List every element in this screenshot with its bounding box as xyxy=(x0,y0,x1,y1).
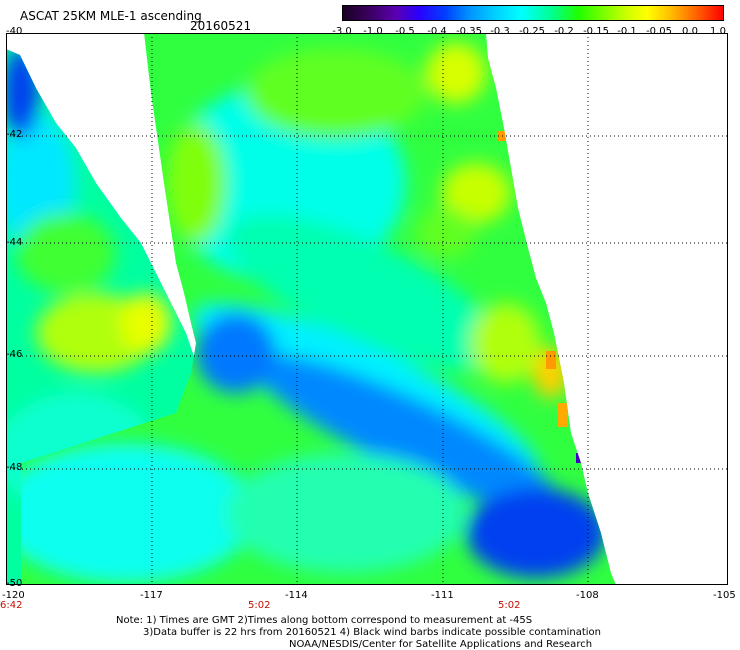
map-title: ASCAT 25KM MLE-1 ascending xyxy=(20,9,202,23)
color-scale-label: -0.3 xyxy=(490,26,510,37)
lon-label: -111 xyxy=(431,590,454,601)
map-border xyxy=(6,33,728,585)
color-scale-label: -0.5 xyxy=(395,26,415,37)
time-label: 5:02 xyxy=(498,600,521,611)
color-scale-label: 1.0 xyxy=(710,26,726,37)
color-scale-label: -1.0 xyxy=(363,26,383,37)
note-line-3: NOAA/NESDIS/Center for Satellite Applica… xyxy=(289,639,593,650)
lon-label: -120 xyxy=(2,590,25,601)
map-date: 20160521 xyxy=(190,19,252,33)
color-scale-bar xyxy=(342,5,724,21)
color-scale-label: -0.35 xyxy=(456,26,482,37)
color-scale-label: -0.4 xyxy=(427,26,447,37)
lat-label: -48 xyxy=(6,462,23,473)
map-canvas xyxy=(6,33,728,585)
lat-label: -46 xyxy=(6,349,23,360)
time-label: 5:02 xyxy=(248,600,271,611)
color-scale-label: -0.2 xyxy=(554,26,574,37)
wind-map xyxy=(6,33,728,585)
lon-label: -108 xyxy=(576,590,599,601)
color-scale-label: -3.0 xyxy=(332,26,352,37)
color-scale-label: -0.05 xyxy=(646,26,672,37)
note-line-1: Note: 1) Times are GMT 2)Times along bot… xyxy=(116,615,533,626)
lon-label: -105 xyxy=(713,590,736,601)
lat-lon-grid xyxy=(6,33,728,585)
color-scale-label: -0.15 xyxy=(583,26,609,37)
note-line-2: 3)Data buffer is 22 hrs from 20160521 4)… xyxy=(143,627,601,638)
lon-label: -117 xyxy=(140,590,163,601)
color-scale-label: -0.1 xyxy=(617,26,637,37)
time-label: 6:42 xyxy=(0,600,23,611)
lat-label: -42 xyxy=(6,129,23,140)
lat-label: -40 xyxy=(6,26,23,37)
lat-label: -50 xyxy=(6,578,23,589)
color-scale-label: -0.25 xyxy=(519,26,545,37)
lat-label: -44 xyxy=(6,237,23,248)
lon-label: -114 xyxy=(285,590,308,601)
color-scale-label: 0.0 xyxy=(682,26,698,37)
